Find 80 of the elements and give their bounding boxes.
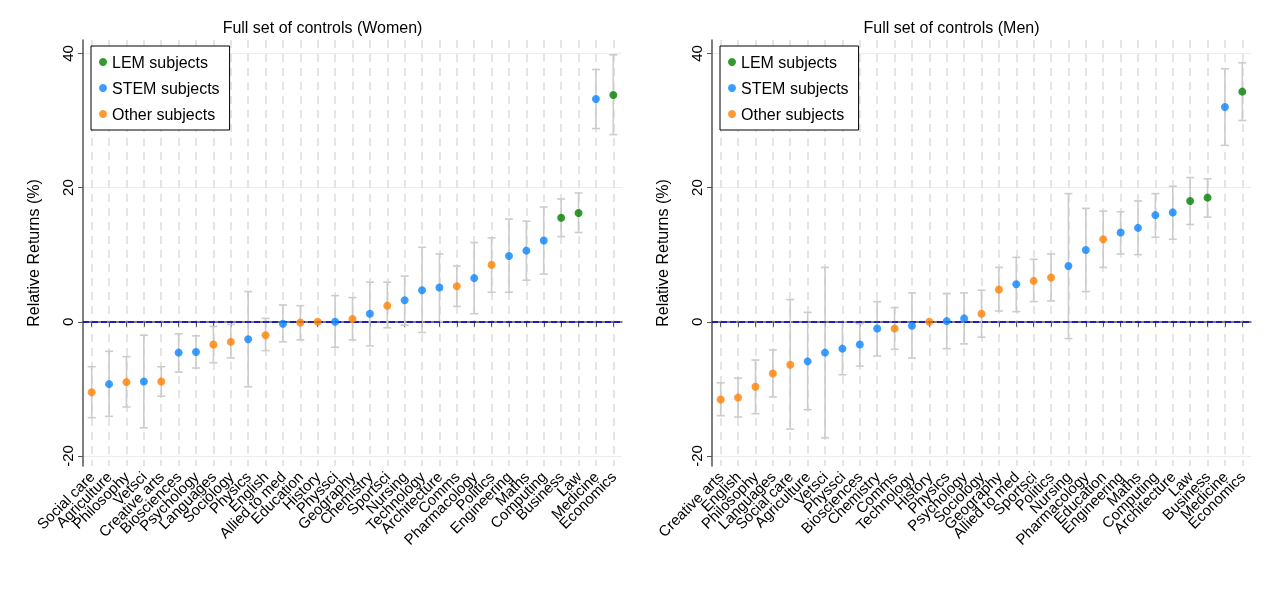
point (591, 95, 600, 104)
point (977, 309, 986, 318)
y-axis-title: Relative Returns (%) (24, 179, 42, 327)
point (1116, 228, 1125, 237)
y-tick-label: -20 (688, 445, 705, 467)
point (1186, 197, 1195, 206)
point (1133, 223, 1142, 232)
point (504, 252, 513, 261)
y-tick-label: 40 (688, 45, 705, 62)
point (348, 315, 357, 324)
point (803, 357, 812, 366)
y-tick-label: 20 (688, 179, 705, 196)
point (942, 317, 951, 326)
point (907, 321, 916, 330)
y-tick-label: -20 (59, 445, 76, 467)
point (1203, 193, 1212, 202)
point (1168, 208, 1177, 217)
point (452, 282, 461, 291)
point (786, 360, 795, 369)
legend-label: Other subjects (112, 105, 216, 123)
point (278, 319, 287, 328)
point (87, 388, 96, 397)
y-tick-label: 0 (59, 317, 76, 326)
point (192, 347, 201, 356)
point (539, 236, 548, 245)
point (1029, 276, 1038, 285)
point (873, 324, 882, 333)
point (1220, 103, 1229, 112)
point (139, 377, 148, 386)
legend-label: STEM subjects (112, 79, 220, 97)
chart-title: Full set of controls (Women) (222, 18, 423, 36)
point (1081, 245, 1090, 254)
point (105, 380, 114, 389)
point (313, 317, 322, 326)
y-tick-label: 40 (59, 45, 76, 62)
point (296, 318, 305, 327)
point (174, 348, 183, 357)
point (1151, 211, 1160, 220)
legend-label: LEM subjects (112, 53, 209, 71)
point (1047, 273, 1056, 282)
point (331, 317, 340, 326)
legend-label: Other subjects (741, 105, 845, 123)
point (751, 382, 760, 391)
point (226, 337, 235, 346)
point (435, 283, 444, 292)
point (1238, 87, 1247, 96)
legend-label: STEM subjects (741, 79, 849, 97)
point (365, 309, 374, 318)
point (244, 335, 253, 344)
point (1099, 235, 1108, 244)
point (487, 260, 496, 269)
point (994, 285, 1003, 294)
y-tick-label: 20 (59, 179, 76, 196)
point (855, 340, 864, 349)
point (960, 314, 969, 323)
legend-label: LEM subjects (741, 53, 838, 71)
y-tick-label: 0 (688, 317, 705, 326)
point (470, 274, 479, 283)
point (418, 286, 427, 295)
point (821, 348, 830, 357)
point (716, 395, 725, 404)
point (890, 324, 899, 333)
point (209, 340, 218, 349)
point (261, 331, 270, 340)
point (400, 296, 409, 305)
point (157, 377, 166, 386)
point (925, 317, 934, 326)
point (557, 213, 566, 222)
chart-title: Full set of controls (Men) (863, 18, 1040, 36)
point (1012, 280, 1021, 289)
point (768, 369, 777, 378)
point (574, 209, 583, 218)
point (1064, 262, 1073, 271)
point (122, 378, 131, 387)
point (383, 301, 392, 310)
point (734, 393, 743, 402)
point (609, 91, 618, 100)
y-axis-title: Relative Returns (%) (653, 179, 671, 327)
point (838, 344, 847, 353)
point (522, 246, 531, 255)
